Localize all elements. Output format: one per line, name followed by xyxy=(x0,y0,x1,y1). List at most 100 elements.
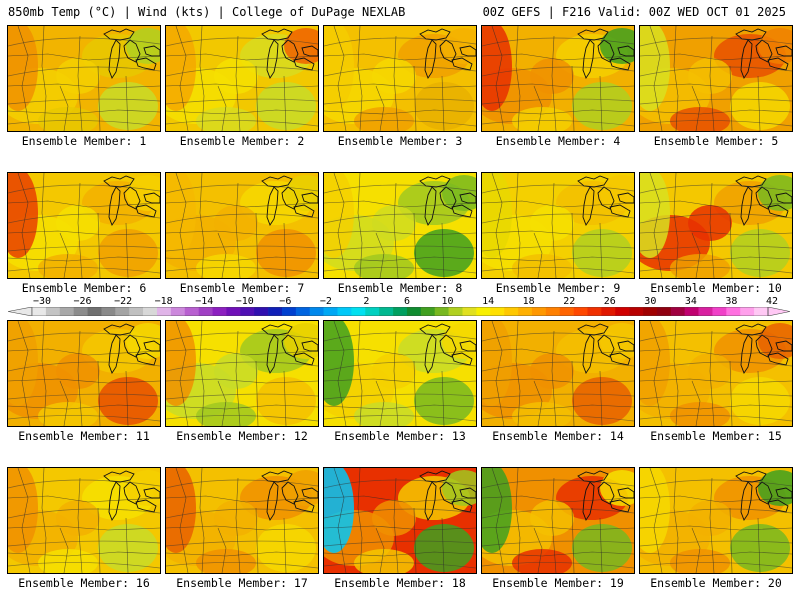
ensemble-member-label: Ensemble Member: 6 xyxy=(21,281,147,295)
colorbar-swatch xyxy=(601,307,616,316)
ensemble-member-label: Ensemble Member: 4 xyxy=(495,134,621,148)
colorbar-swatch xyxy=(684,307,699,316)
ensemble-map-panel xyxy=(323,320,477,427)
temperature-field-map xyxy=(640,321,792,426)
ensemble-map-panel xyxy=(165,172,319,279)
colorbar-swatch xyxy=(281,307,297,316)
colorbar-tick-label: 14 xyxy=(482,296,495,307)
colorbar-swatch xyxy=(462,307,477,316)
temperature-field-map xyxy=(8,468,160,573)
colorbar-swatch xyxy=(101,307,116,316)
colorbar-tick-label: 26 xyxy=(603,296,616,307)
colorbar-swatch xyxy=(393,307,408,316)
colorbar-tick-label: 10 xyxy=(441,296,454,307)
temperature-field-map xyxy=(482,321,634,426)
colorbar-tick-label: 42 xyxy=(765,296,779,307)
ensemble-map-panel xyxy=(323,25,477,132)
temperature-field-map xyxy=(324,173,476,278)
temperature-field-map xyxy=(166,173,318,278)
colorbar-swatch xyxy=(379,307,394,316)
ensemble-map-panel xyxy=(7,467,161,574)
colorbar-swatch xyxy=(45,307,61,316)
colorbar-swatch xyxy=(156,307,172,316)
colorbar-swatch xyxy=(754,307,769,316)
temperature-field-map xyxy=(324,26,476,131)
ensemble-map-panel xyxy=(639,172,793,279)
temperature-field-map xyxy=(8,26,160,131)
colorbar-swatch xyxy=(573,307,588,316)
colorbar-tick-label: −10 xyxy=(235,296,254,307)
colorbar-swatch xyxy=(406,307,422,316)
ensemble-map-panel xyxy=(481,172,635,279)
ensemble-member-label: Ensemble Member: 16 xyxy=(18,576,150,590)
ensemble-member-label: Ensemble Member: 15 xyxy=(650,429,782,443)
ensemble-map-panel xyxy=(323,467,477,574)
colorbar-tick-label: −6 xyxy=(279,296,292,307)
colorbar-tick-label: 38 xyxy=(725,296,738,307)
temperature-field-map xyxy=(324,321,476,426)
ensemble-member-label: Ensemble Member: 2 xyxy=(179,134,305,148)
colorbar-swatch xyxy=(198,307,213,316)
colorbar-swatch xyxy=(615,307,630,316)
colorbar-swatch xyxy=(726,307,741,316)
colorbar-swatch xyxy=(698,307,713,316)
ensemble-map-panel xyxy=(481,320,635,427)
colorbar-swatch xyxy=(87,307,102,316)
chart-title: 850mb Temp (°C) | Wind (kts) | College o… xyxy=(8,5,406,19)
colorbar-swatch xyxy=(518,307,533,316)
colorbar-swatch xyxy=(365,307,380,316)
temperature-field-map xyxy=(640,468,792,573)
ensemble-map-panel xyxy=(7,25,161,132)
colorbar-swatch xyxy=(240,307,255,316)
ensemble-member-label: Ensemble Member: 18 xyxy=(334,576,466,590)
colorbar-swatch xyxy=(545,307,560,316)
temperature-field-map xyxy=(640,173,792,278)
ensemble-member-label: Ensemble Member: 12 xyxy=(176,429,308,443)
colorbar-swatch xyxy=(448,307,463,316)
colorbar-swatch xyxy=(643,307,658,316)
colorbar-tick-label: −18 xyxy=(154,296,173,307)
ensemble-map-panel xyxy=(639,25,793,132)
colorbar-strip xyxy=(8,307,790,316)
colorbar-swatch xyxy=(531,307,547,316)
colorbar-swatch xyxy=(712,307,727,316)
colorbar-swatch xyxy=(143,307,158,316)
temperature-field-map xyxy=(482,26,634,131)
colorbar-swatch xyxy=(59,307,74,316)
ensemble-map-panel xyxy=(323,172,477,279)
colorbar-tick-label: 18 xyxy=(522,296,535,307)
colorbar-swatch xyxy=(170,307,186,316)
temperature-colorbar: −30 −26 −22 −18 −14 −10 −6 −2 2 6 10 14 18 22 26 30 34 38… xyxy=(8,296,790,316)
colorbar-swatch xyxy=(32,307,47,316)
colorbar-tick-label: 34 xyxy=(684,296,697,307)
temperature-field-map xyxy=(640,26,792,131)
temperature-field-map xyxy=(166,321,318,426)
colorbar-swatch xyxy=(559,307,574,316)
colorbar-swatch xyxy=(323,307,338,316)
colorbar-tick-label: 30 xyxy=(644,296,657,307)
colorbar-tick-label: −22 xyxy=(114,296,133,307)
ensemble-member-label: Ensemble Member: 11 xyxy=(18,429,150,443)
temperature-field-map xyxy=(166,26,318,131)
ensemble-member-label: Ensemble Member: 13 xyxy=(334,429,466,443)
temperature-field-map xyxy=(482,468,634,573)
colorbar-swatch xyxy=(490,307,505,316)
colorbar-tick-label: −26 xyxy=(73,296,92,307)
colorbar-swatch xyxy=(129,307,144,316)
ensemble-map-panel xyxy=(639,467,793,574)
ensemble-map-panel xyxy=(165,320,319,427)
ensemble-map-panel xyxy=(165,467,319,574)
colorbar-swatch xyxy=(309,307,324,316)
colorbar-swatch xyxy=(212,307,227,316)
colorbar-tick-label: 2 xyxy=(363,296,370,307)
colorbar-swatch xyxy=(73,307,88,316)
colorbar-swatch xyxy=(295,307,311,316)
colorbar-tick-label: 6 xyxy=(403,296,411,307)
colorbar-swatch xyxy=(629,307,644,316)
colorbar-swatch xyxy=(184,307,199,316)
ensemble-member-label: Ensemble Member: 14 xyxy=(492,429,624,443)
temperature-field-map xyxy=(8,321,160,426)
ensemble-map-panel xyxy=(7,172,161,279)
ensemble-member-label: Ensemble Member: 20 xyxy=(650,576,782,590)
run-valid-time: 00Z GEFS | F216 Valid: 00Z WED OCT 01 20… xyxy=(482,5,786,19)
